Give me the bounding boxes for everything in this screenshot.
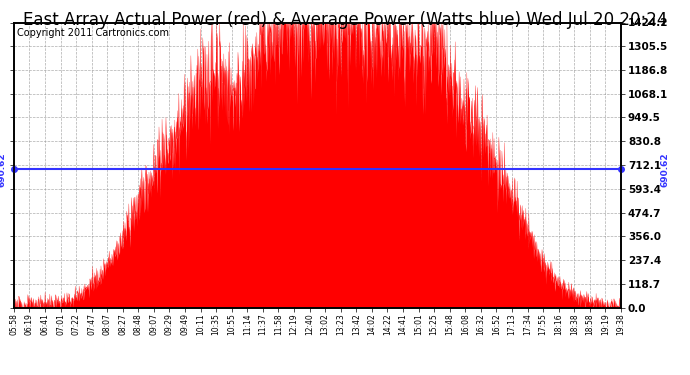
Text: 690.62: 690.62: [0, 152, 6, 187]
Text: 690.62: 690.62: [660, 152, 669, 187]
Text: East Array Actual Power (red) & Average Power (Watts blue) Wed Jul 20 20:24: East Array Actual Power (red) & Average …: [23, 11, 667, 29]
Text: Copyright 2011 Cartronics.com: Copyright 2011 Cartronics.com: [17, 28, 169, 38]
